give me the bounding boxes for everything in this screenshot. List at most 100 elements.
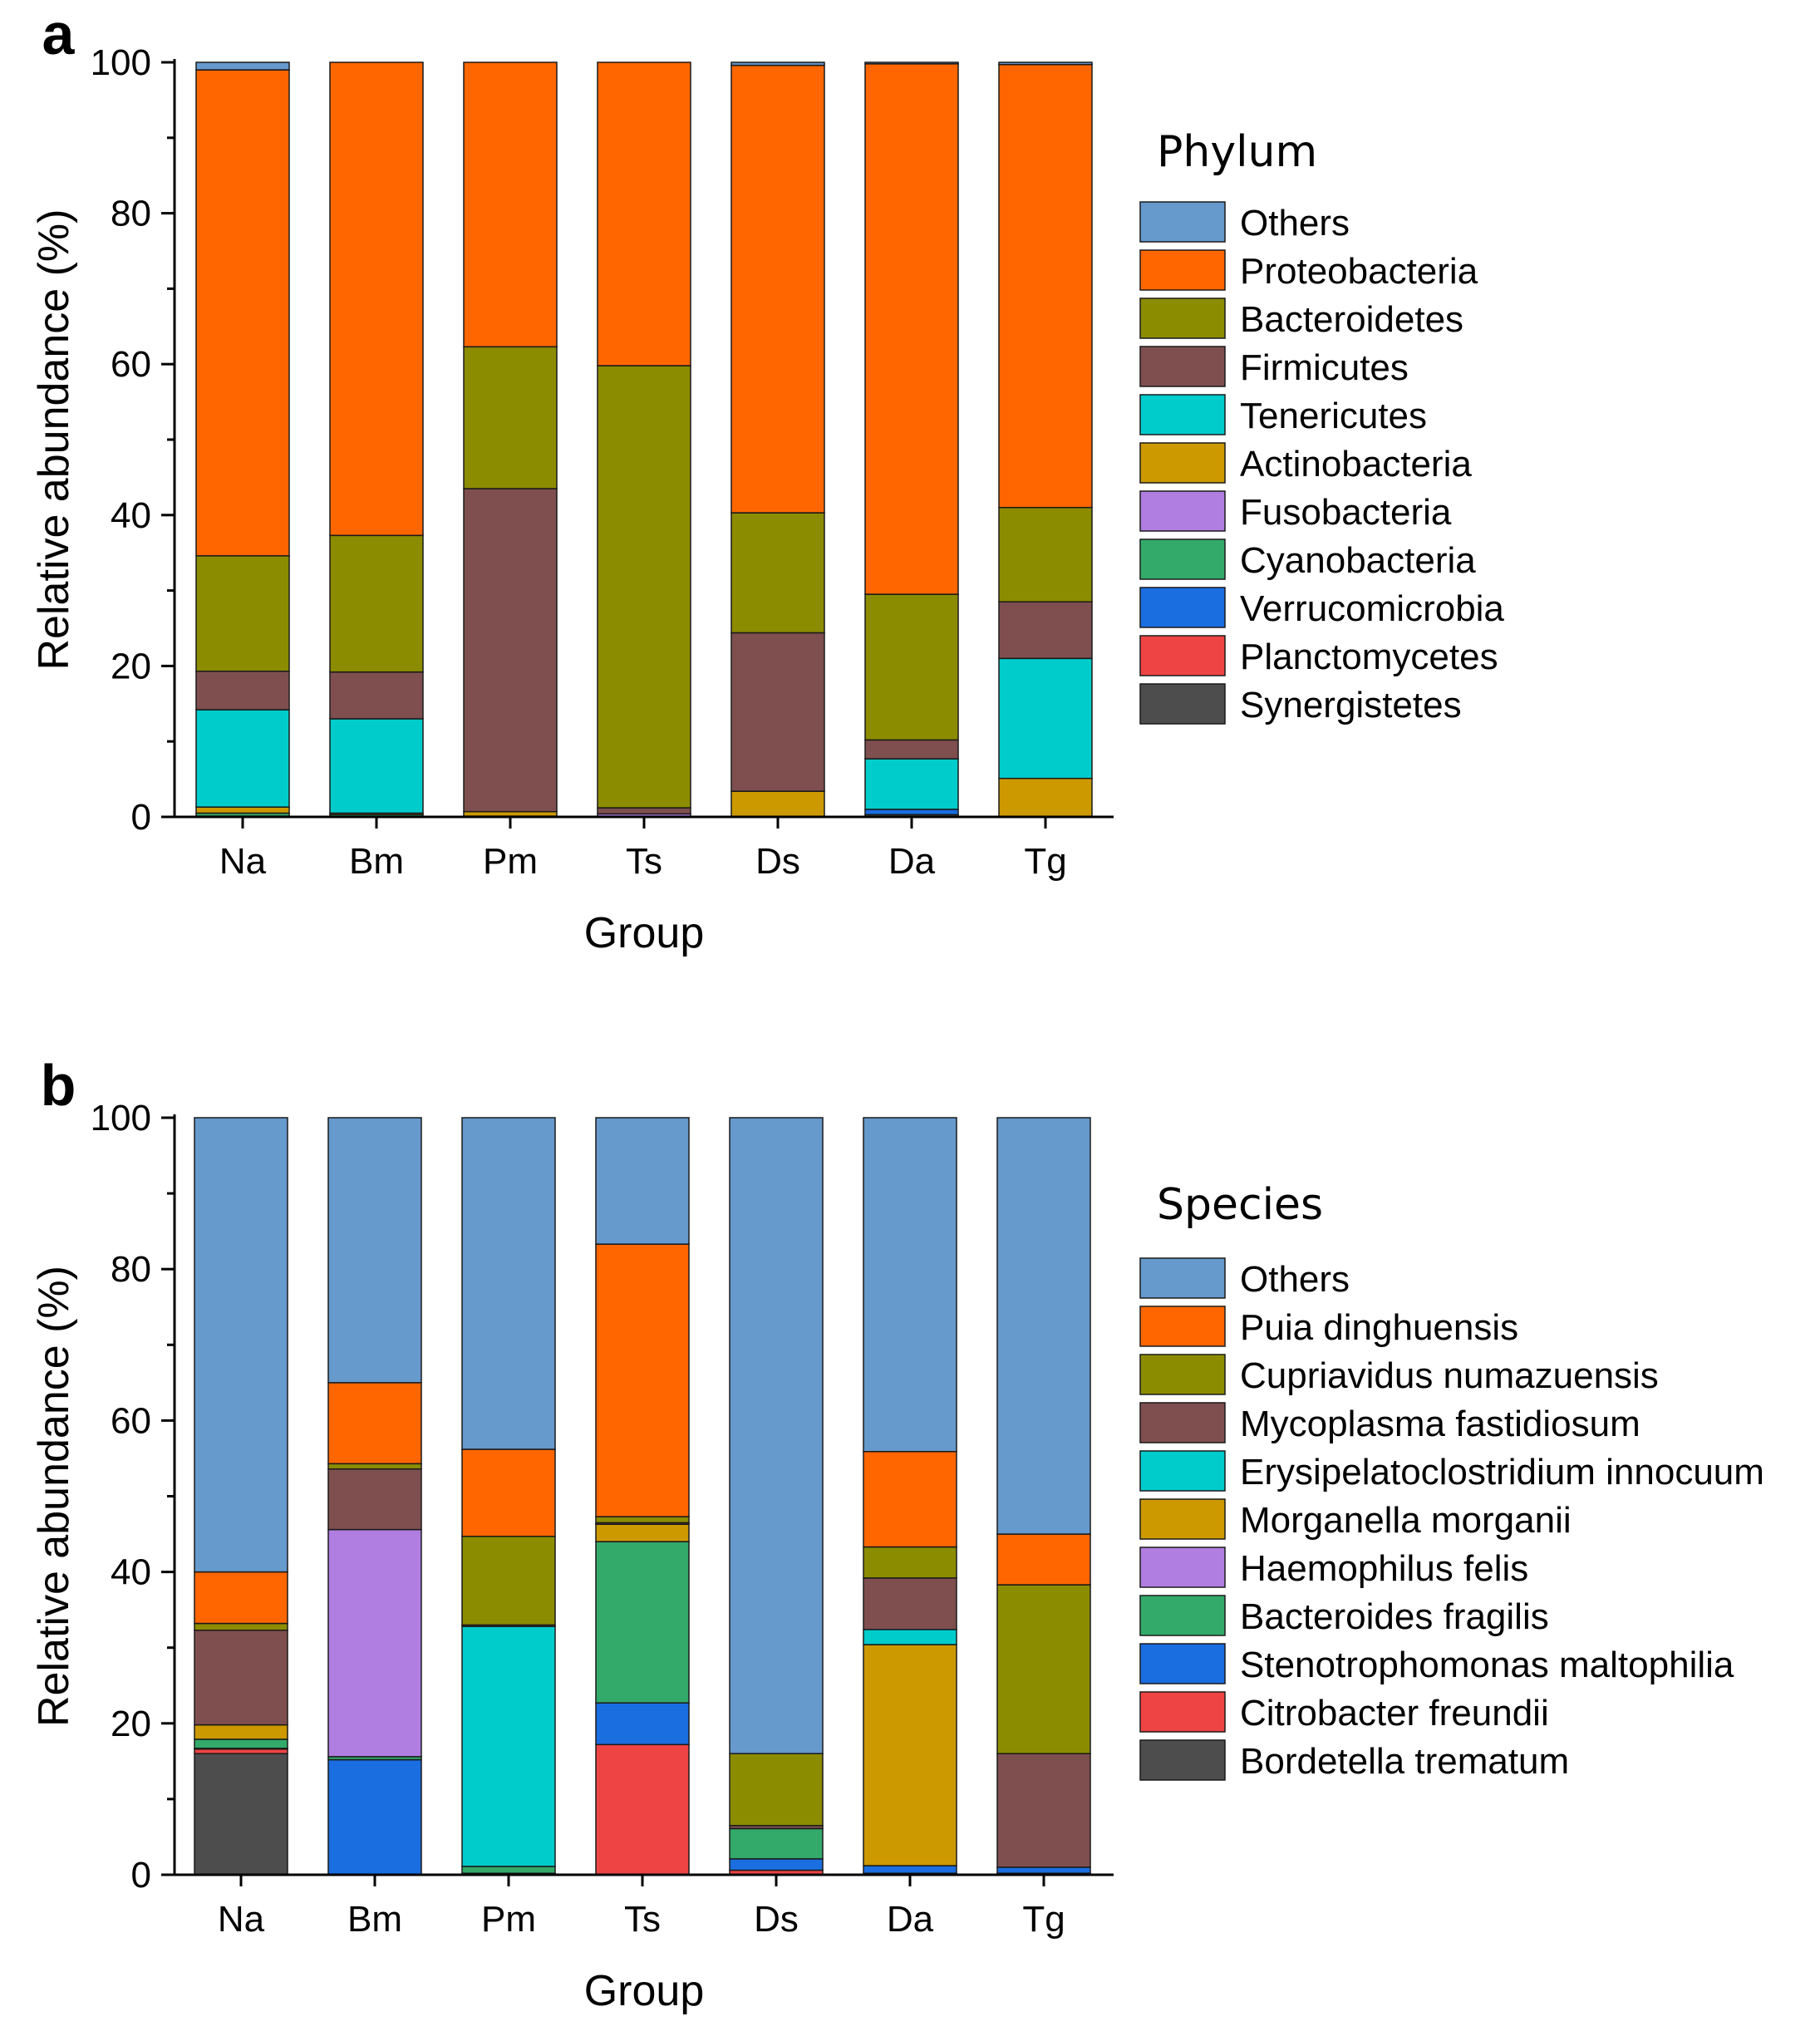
legend-item-firmicutes: Firmicutes [1139, 346, 1409, 388]
legend-item-mycoplasma-fastidiosum: Mycoplasma fastidiosum [1139, 1402, 1640, 1444]
bar-stack-pm [461, 1117, 556, 1876]
legend-item-planctomycetes: Planctomycetes [1139, 635, 1498, 677]
bar-segment-pm-others [461, 1117, 556, 1450]
x-tick-label-ts: Ts [624, 1899, 661, 1940]
legend: Phylum Others Proteobacteria Bacteroidetes F… [1139, 127, 1504, 725]
bar-segment-bm-tenericutes [329, 718, 424, 814]
bar-segment-da-puia-dinghuensis [863, 1451, 957, 1548]
bar-segment-da-others [864, 61, 959, 65]
bar-segment-bm-puia-dinghuensis [327, 1382, 422, 1465]
legend-label: Bacteroides fragilis [1240, 1596, 1549, 1637]
bar-segment-tg-cupriavidus-numazuensis [996, 1584, 1091, 1754]
y-axis-title: Relative abundance (%) [30, 1266, 78, 1727]
bar-segment-da-bacteroidetes [864, 593, 959, 741]
bar-segment-pm-puia-dinghuensis [461, 1448, 556, 1537]
legend-label: Synergistetes [1240, 685, 1462, 725]
bar-segment-tg-others [998, 61, 1093, 66]
bar-segment-tg-actinobacteria [998, 777, 1093, 818]
x-tick-label-da: Da [887, 1899, 934, 1940]
bar-segment-tg-proteobacteria [998, 63, 1093, 509]
bar-segment-bm-mycoplasma-fastidiosum [327, 1468, 422, 1531]
y-tick-label-100: 100 [91, 42, 151, 83]
bar-segment-da-tenericutes [864, 758, 959, 810]
legend-title: Species [1157, 1180, 1323, 1230]
legend-swatch [1139, 298, 1226, 339]
legend-swatch [1139, 490, 1226, 532]
legend-label: Fusobacteria [1240, 492, 1452, 533]
bar-segment-pm-cupriavidus-numazuensis [461, 1536, 556, 1626]
bar-segment-na-tenericutes [195, 709, 290, 808]
bar-segment-na-actinobacteria [195, 806, 290, 814]
bar-segment-bm-proteobacteria [329, 61, 424, 537]
legend-item-cupriavidus-numazuensis: Cupriavidus numazuensis [1139, 1354, 1659, 1396]
bar-segment-bm-stenotrophomonas-maltophilia [327, 1758, 422, 1876]
legend-item-puia-dinghuensis: Puia dinghuensis [1139, 1306, 1518, 1348]
legend-swatch [1139, 394, 1226, 435]
bar-stack-na [195, 61, 290, 818]
bar-stack-pm [463, 61, 558, 818]
legend-swatch [1139, 1595, 1226, 1636]
legend-swatch [1139, 635, 1226, 676]
bar-stack-na [194, 1117, 288, 1876]
legend-item-synergistetes: Synergistetes [1139, 683, 1462, 725]
legend-swatch [1139, 1498, 1226, 1540]
chart-panel-a: a Na Bm Pm Ts Ds Da Tg 0 20 40 60 80 100 Group Relative… [30, 2, 1504, 957]
x-tick-label-na: Na [219, 841, 267, 882]
bar-segment-na-proteobacteria [195, 69, 290, 557]
x-tick-label-tg: Tg [1022, 1899, 1065, 1940]
x-tick-label-tg: Tg [1024, 841, 1066, 882]
bar-segment-ts-morganella-morganii [595, 1523, 690, 1542]
legend-label: Cyanobacteria [1240, 540, 1476, 581]
y-tick-label-80: 80 [111, 1249, 151, 1290]
x-axis-title: Group [584, 909, 705, 957]
y-tick-label-100: 100 [91, 1098, 151, 1138]
legend-item-citrobacter-freundii: Citrobacter freundii [1139, 1691, 1549, 1733]
bar-segment-bm-firmicutes [329, 671, 424, 720]
bar-segment-ds-others [729, 1117, 824, 1754]
bar-stack-da [864, 61, 959, 818]
bar-stack-da [863, 1117, 957, 1876]
legend-item-bordetella-trematum: Bordetella trematum [1139, 1739, 1569, 1782]
bar-segment-na-citrobacter-freundii [194, 1748, 288, 1754]
bar-segment-na-puia-dinghuensis [194, 1571, 288, 1625]
y-tick-label-60: 60 [111, 1400, 151, 1441]
legend-label: Cupriavidus numazuensis [1240, 1355, 1659, 1396]
bar-stack-ds [729, 1117, 824, 1876]
legend-title: Phylum [1157, 127, 1317, 177]
bar-segment-tg-firmicutes [998, 601, 1093, 660]
bar-stack-ts [597, 61, 691, 818]
y-tick-label-20: 20 [111, 1704, 151, 1744]
legend-item-cyanobacteria: Cyanobacteria [1139, 538, 1476, 581]
bar-segment-tg-mycoplasma-fastidiosum [996, 1753, 1091, 1868]
legend-item-bacteroides-fragilis: Bacteroides fragilis [1139, 1595, 1549, 1637]
legend-label: Haemophilus felis [1240, 1548, 1528, 1589]
y-tick-label-20: 20 [111, 646, 151, 686]
legend-label: Morganella morganii [1240, 1500, 1572, 1541]
y-tick-label-0: 0 [131, 1855, 151, 1896]
legend-swatch [1139, 683, 1226, 725]
bar-segment-na-cupriavidus-numazuensis [194, 1622, 288, 1631]
legend-swatch [1139, 1547, 1226, 1588]
legend-label: Bordetella trematum [1240, 1741, 1569, 1782]
legend-swatch [1139, 1691, 1226, 1733]
bar-segment-ds-bacteroidetes [730, 512, 825, 634]
y-tick-label-0: 0 [131, 797, 151, 838]
bar-segment-na-morganella-morganii [194, 1724, 288, 1740]
bar-segment-na-bacteroides-fragilis [194, 1738, 288, 1749]
legend-item-others: Others [1139, 1257, 1350, 1300]
bar-segment-na-bacteroidetes [195, 555, 290, 672]
y-tick-label-60: 60 [111, 344, 151, 385]
bar-segment-tg-tenericutes [998, 657, 1093, 779]
bar-segment-da-cupriavidus-numazuensis [863, 1546, 957, 1579]
legend-label: Stenotrophomonas maltophilia [1240, 1645, 1734, 1685]
x-axis-title: Group [584, 1967, 705, 2015]
legend-label: Verrucomicrobia [1240, 588, 1504, 629]
x-tick-label-da: Da [888, 841, 936, 882]
legend-swatch [1139, 587, 1226, 628]
legend-item-stenotrophomonas-maltophilia: Stenotrophomonas maltophilia [1139, 1643, 1734, 1685]
legend-swatch [1139, 538, 1226, 580]
y-tick-label-40: 40 [111, 1552, 151, 1593]
legend-swatch [1139, 1354, 1226, 1395]
legend: Species Others Puia dinghuensis Cupriavidus… [1139, 1180, 1764, 1782]
x-tick-label-bm: Bm [347, 1899, 402, 1940]
